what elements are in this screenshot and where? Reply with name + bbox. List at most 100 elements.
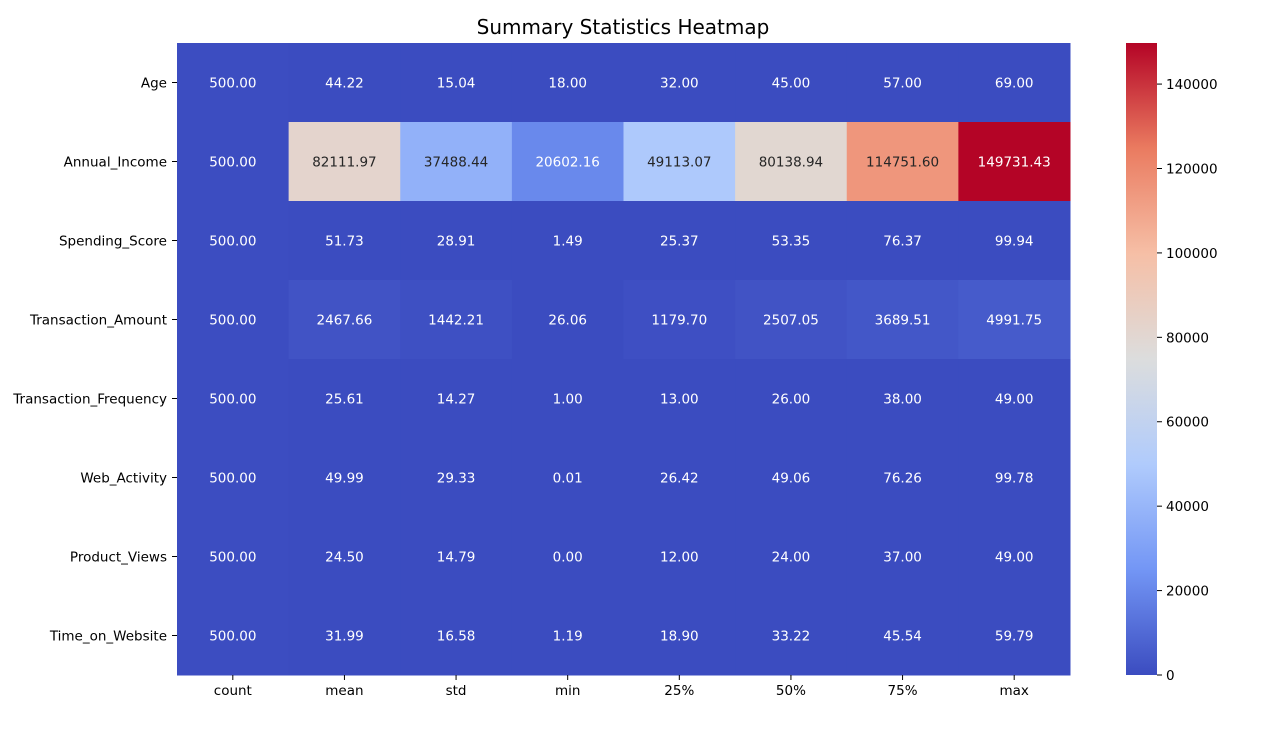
heatmap-cell: [400, 201, 513, 281]
heatmap-cell: [177, 359, 290, 439]
heatmap-cell: [400, 280, 513, 360]
cell-value-label: 500.00: [209, 76, 256, 92]
row-label: Transaction_Amount: [29, 313, 167, 329]
cell-value-label: 13.00: [660, 392, 699, 408]
colorbar-tick-label: 120000: [1166, 161, 1218, 177]
column-label: std: [446, 683, 467, 699]
cell-value-label: 82111.97: [312, 155, 376, 171]
cell-value-label: 57.00: [883, 76, 922, 92]
cell-value-label: 26.00: [772, 392, 811, 408]
cell-value-label: 53.35: [772, 234, 811, 250]
heatmap-cell: [846, 280, 959, 360]
cell-value-label: 59.79: [995, 629, 1034, 645]
heatmap-cell: [511, 438, 624, 518]
heatmap-cell: [177, 122, 290, 202]
cell-value-label: 0.01: [553, 471, 583, 487]
heatmap-cell: [177, 438, 290, 518]
heatmap-cell: [288, 359, 401, 439]
heatmap-cell: [511, 122, 624, 202]
cell-value-label: 31.99: [325, 629, 364, 645]
cell-value-label: 26.06: [548, 313, 587, 329]
cell-value-label: 114751.60: [866, 155, 939, 171]
cell-value-label: 2467.66: [317, 313, 373, 329]
row-label: Spending_Score: [59, 234, 167, 250]
heatmap-cells: [177, 43, 1071, 676]
column-label: count: [214, 683, 252, 699]
colorbar-tick-label: 80000: [1166, 330, 1209, 346]
colorbar: [1126, 43, 1157, 675]
cell-value-label: 500.00: [209, 155, 256, 171]
cell-value-label: 45.54: [883, 629, 922, 645]
heatmap-cell: [735, 201, 848, 281]
cell-value-label: 3689.51: [875, 313, 931, 329]
heatmap-cell: [735, 43, 848, 123]
cell-value-label: 44.22: [325, 76, 364, 92]
cell-value-label: 18.00: [548, 76, 587, 92]
cell-value-label: 500.00: [209, 629, 256, 645]
cell-value-label: 1.00: [553, 392, 583, 408]
heatmap-cell: [846, 43, 959, 123]
cell-value-label: 99.94: [995, 234, 1034, 250]
heatmap-cell: [846, 596, 959, 676]
heatmap-cell: [400, 359, 513, 439]
heatmap-cell: [735, 596, 848, 676]
cell-value-label: 29.33: [437, 471, 476, 487]
heatmap-cell: [288, 517, 401, 597]
cell-value-label: 80138.94: [759, 155, 823, 171]
colorbar-ticks: 0 20000 40000 60000 80000 100000 120000 140000: [1157, 77, 1218, 684]
heatmap-cell: [958, 359, 1071, 439]
cell-value-label: 26.42: [660, 471, 699, 487]
cell-value-label: 500.00: [209, 550, 256, 566]
cell-value-label: 45.00: [772, 76, 811, 92]
heatmap-cell: [623, 517, 736, 597]
cell-value-label: 25.37: [660, 234, 699, 250]
cell-value-label: 49113.07: [647, 155, 711, 171]
cell-value-label: 1.19: [553, 629, 583, 645]
heatmap-cell: [511, 201, 624, 281]
cell-value-label: 76.26: [883, 471, 922, 487]
cell-value-label: 15.04: [437, 76, 476, 92]
row-label: Age: [141, 76, 167, 92]
cell-value-label: 0.00: [553, 550, 583, 566]
cell-value-label: 28.91: [437, 234, 476, 250]
column-label: min: [555, 683, 580, 699]
heatmap-cell: [846, 201, 959, 281]
cell-value-label: 49.00: [995, 392, 1034, 408]
cell-value-label: 37488.44: [424, 155, 488, 171]
row-label: Time_on_Website: [49, 629, 167, 645]
heatmap-cell: [288, 122, 401, 202]
cell-value-label: 99.78: [995, 471, 1034, 487]
row-labels: Age Annual_Income Spending_Score Transactio…: [12, 76, 177, 645]
heatmap-cell: [958, 43, 1071, 123]
heatmap-cell: [623, 201, 736, 281]
cell-value-label: 38.00: [883, 392, 922, 408]
cell-value-label: 1.49: [553, 234, 583, 250]
heatmap-cell: [511, 596, 624, 676]
cell-value-label: 32.00: [660, 76, 699, 92]
column-label: 75%: [888, 683, 918, 699]
heatmap-cell: [623, 359, 736, 439]
cell-value-label: 18.90: [660, 629, 699, 645]
heatmap-cell: [511, 517, 624, 597]
cell-value-label: 500.00: [209, 471, 256, 487]
cell-value-label: 49.99: [325, 471, 364, 487]
heatmap-cell: [177, 201, 290, 281]
cell-value-label: 76.37: [883, 234, 922, 250]
heatmap-cell: [511, 359, 624, 439]
heatmap-cell: [846, 359, 959, 439]
chart-title: Summary Statistics Heatmap: [477, 15, 770, 39]
heatmap-cell: [735, 438, 848, 518]
column-label: max: [999, 683, 1028, 699]
row-label: Transaction_Frequency: [12, 392, 167, 408]
cell-value-label: 1179.70: [651, 313, 707, 329]
row-label: Product_Views: [70, 550, 167, 566]
heatmap-cell: [846, 122, 959, 202]
column-label: mean: [325, 683, 363, 699]
heatmap-cell: [288, 280, 401, 360]
cell-value-label: 1442.21: [428, 313, 484, 329]
cell-value-label: 51.73: [325, 234, 364, 250]
heatmap-cell: [177, 43, 290, 123]
cell-value-label: 14.79: [437, 550, 476, 566]
heatmap-cell: [623, 596, 736, 676]
